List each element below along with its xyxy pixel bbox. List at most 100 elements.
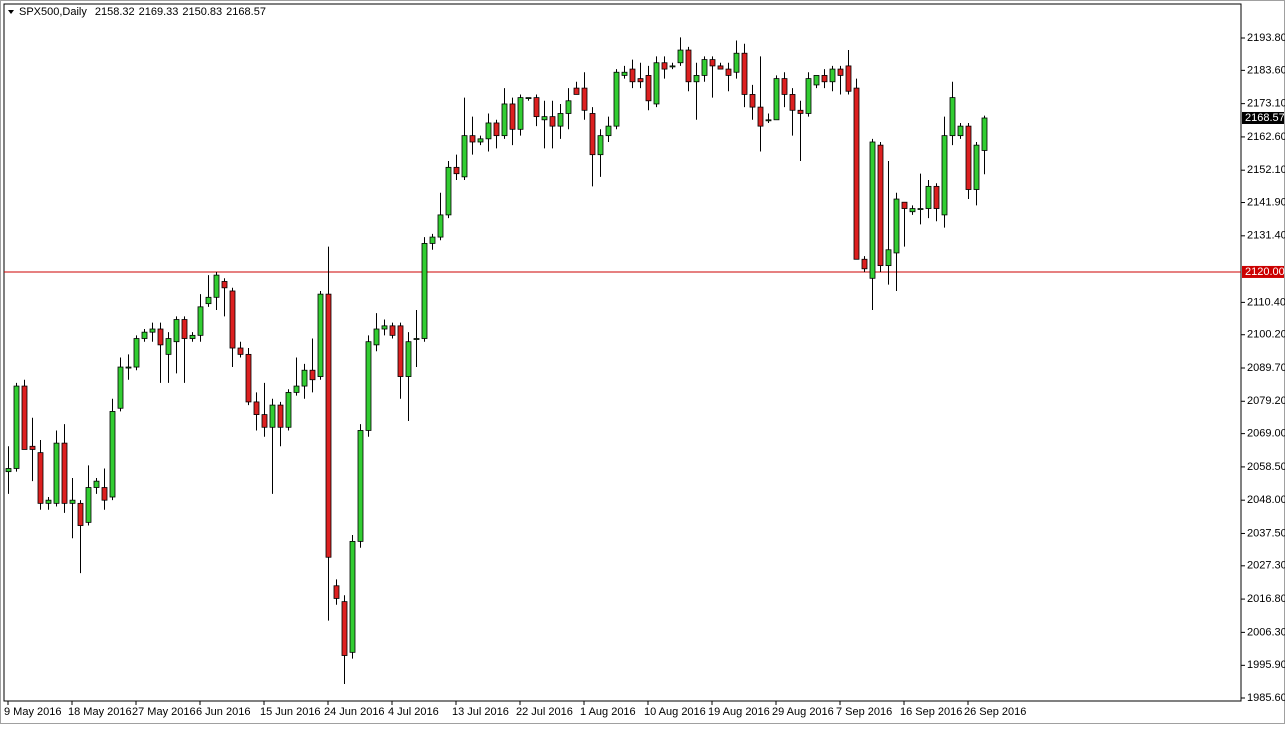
candle-body [621,71,628,76]
candle-body [821,75,828,83]
candle-body [565,100,572,114]
candle-body [837,68,844,76]
candle-body [765,119,772,122]
candle-body [805,78,812,114]
candle-body [413,338,420,340]
candle-body [117,366,124,409]
candle-body [381,325,388,330]
candle-body [597,135,604,156]
candle-body [341,601,348,656]
candle-body [973,144,980,190]
candle-body [653,62,660,105]
candle-body [877,144,884,267]
candle-body [189,334,196,339]
candle-body [733,52,740,73]
candle-body [205,296,212,305]
candle-body [229,290,236,349]
candle-body [373,328,380,346]
y-tick-label: 2152.10 [1247,164,1285,176]
x-tick-label: 9 May 2016 [4,706,61,718]
candle-body [269,404,276,428]
candle-body [813,75,820,86]
candle-body [389,325,396,336]
x-tick-label: 6 Jun 2016 [196,706,250,718]
candle-body [325,293,332,558]
candle-body [149,328,156,333]
candle-body [429,236,436,244]
y-tick-label: 2131.40 [1247,230,1285,242]
y-tick-label: 2183.60 [1247,64,1285,76]
candle-body [509,103,516,130]
candle-body [53,442,60,504]
y-tick-label: 2037.50 [1247,527,1285,539]
candle-body [701,59,708,76]
x-tick-label: 16 Sep 2016 [900,706,962,718]
candle-body [533,97,540,118]
candle-body [221,281,228,289]
y-tick-label: 1985.60 [1247,692,1285,704]
candle-body [573,87,580,95]
candle-body [909,208,916,213]
y-tick-label: 1995.90 [1247,659,1285,671]
x-tick-label: 18 May 2016 [68,706,132,718]
candle-body [485,122,492,140]
y-tick-label: 2006.30 [1247,626,1285,638]
candle-body [261,414,268,428]
candle-body [629,68,636,83]
candle-body [589,113,596,156]
last-price-box [1242,111,1284,124]
candle-body [749,94,756,108]
x-tick-label: 10 Aug 2016 [644,706,706,718]
candle-body [365,341,372,431]
candle-body [45,499,52,504]
candle-body [893,198,900,254]
candle-body [493,122,500,137]
candle-body [525,97,532,100]
candle-body [253,401,260,415]
candle-body [165,338,172,355]
candle-body [965,125,972,190]
candle-body [709,59,716,67]
hline-label-box [1242,265,1284,278]
x-tick-label: 4 Jul 2016 [388,706,439,718]
candle-body [477,138,484,143]
x-tick-label: 29 Aug 2016 [772,706,834,718]
candle-body [781,78,788,95]
header-value: 2150.83 [182,6,222,18]
candle-body [309,369,316,381]
candle-body [157,328,164,346]
candle-body [797,109,804,114]
candle-body [949,97,956,137]
candle-body [861,258,868,270]
header-value: 2158.32 [95,6,135,18]
candle-body [869,141,876,279]
plot-area [3,3,1242,702]
candle-body [941,135,948,216]
candle-body [517,97,524,130]
candle-body [613,71,620,127]
candle-body [789,94,796,111]
x-tick-label: 1 Aug 2016 [580,706,636,718]
candle-body [445,166,452,216]
candle-body [85,487,92,523]
candle-body [293,385,300,393]
candle-body [581,87,588,111]
candle-body [13,385,20,469]
candle-body [125,366,132,369]
candle-body [173,319,180,343]
candle-body [605,125,612,137]
candle-body [37,452,44,504]
candle-body [397,325,404,377]
candle-body [661,62,668,70]
y-tick-label: 2048.00 [1247,494,1285,506]
candle-body [237,347,244,355]
y-tick-label: 2141.90 [1247,196,1285,208]
x-tick-label: 7 Sep 2016 [836,706,892,718]
hline-label: 2120.00 [1245,266,1285,278]
y-tick-label: 2069.00 [1247,428,1285,440]
candle-body [845,65,852,92]
candle-body [285,392,292,428]
candle-body [69,499,76,504]
y-tick-label: 2193.80 [1247,32,1285,44]
candle-body [853,87,860,260]
